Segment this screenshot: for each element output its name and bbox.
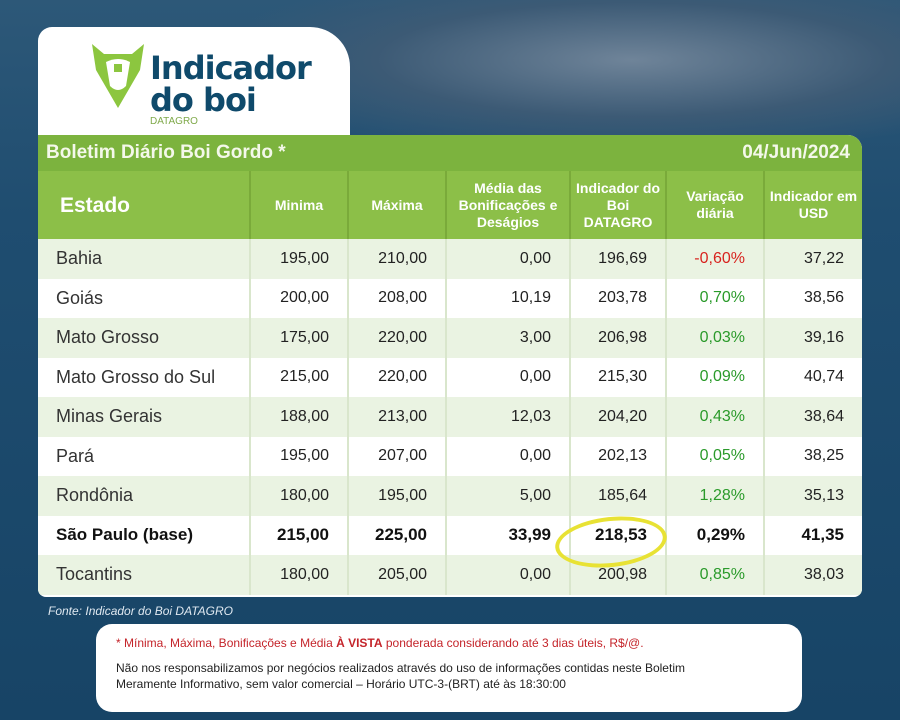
bulletin-table: Boletim Diário Boi Gordo * 04/Jun/2024 E… (38, 135, 862, 597)
cell-estado: Bahia (38, 239, 250, 279)
cell-media: 0,00 (445, 436, 570, 476)
logo-brand: DATAGRO (150, 116, 198, 127)
note-text: ponderada considerando até 3 dias úteis,… (382, 636, 644, 650)
cell-estado: Mato Grosso do Sul (56, 366, 216, 387)
cell-indicador: 185,64 (569, 476, 666, 516)
cell-min: 215,00 (249, 515, 348, 555)
cell-usd: 39,16 (763, 318, 862, 358)
source-note: Fonte: Indicador do Boi DATAGRO (48, 604, 233, 618)
cell-max: 213,00 (347, 397, 446, 437)
cell-min: 200,00 (249, 278, 348, 318)
cell-media: 3,00 (445, 318, 570, 358)
disclaimer-box: * Mínima, Máxima, Bonificações e Média À… (96, 624, 802, 712)
cell-variacao: 0,05% (665, 436, 764, 476)
table-row: São Paulo (base) 215,00 225,00 33,99 218,53 0… (38, 515, 862, 555)
cell-media: 10,19 (445, 278, 570, 318)
cell-indicador: 196,69 (569, 239, 666, 279)
cell-indicador: 202,13 (569, 436, 666, 476)
table-row: Pará 195,00 207,00 0,00 202,13 0,05% 38,25 (38, 436, 862, 476)
cell-max: 210,00 (347, 239, 446, 279)
cell-usd: 38,56 (763, 278, 862, 318)
cell-usd: 38,03 (763, 555, 862, 595)
table-row: Minas Gerais 188,00 213,00 12,03 204,20 0,43%… (38, 397, 862, 437)
column-header: Máxima (347, 171, 446, 239)
cell-estado: Minas Gerais (38, 397, 250, 437)
cell-indicador: 218,53 (569, 515, 666, 555)
cell-indicador: 215,30 (569, 357, 666, 397)
cell-min: 195,00 (249, 239, 348, 279)
cell-max: 225,00 (347, 515, 446, 555)
logo-text: Indicador (150, 49, 312, 87)
column-header: Indicador do Boi DATAGRO (569, 171, 666, 239)
cell-media: 0,00 (445, 555, 570, 595)
cell-media: 5,00 (445, 476, 570, 516)
cell-media: 0,00 (445, 357, 570, 397)
cell-min: 215,00 (249, 357, 348, 397)
table-row: Rondônia 180,00 195,00 5,00 185,64 1,28% 35,13 (38, 476, 862, 516)
table-row: Mato Grosso 175,00 220,00 3,00 206,98 0,03% 39… (38, 318, 862, 358)
note-text: * Mínima, Máxima, Bonificações e Média (116, 636, 337, 650)
column-header: Minima (249, 171, 348, 239)
cell-indicador: 200,98 (569, 555, 666, 595)
note-bold: À VISTA (336, 636, 383, 650)
cell-min: 180,00 (249, 476, 348, 516)
cell-variacao: 0,03% (665, 318, 764, 358)
cell-usd: 40,74 (763, 357, 862, 397)
cell-usd: 37,22 (763, 239, 862, 279)
cell-estado: Goiás (56, 287, 104, 308)
cell-media: 33,99 (445, 515, 570, 555)
column-header: Média das Bonificações e Deságios (445, 171, 570, 239)
cell-usd: 41,35 (763, 515, 862, 555)
cell-max: 208,00 (347, 278, 446, 318)
cell-variacao: 1,28% (665, 476, 764, 516)
disclaimer-asterisk: * Mínima, Máxima, Bonificações e Média À… (116, 636, 782, 650)
disclaimer-line: Não nos responsabilizamos por negócios r… (116, 661, 685, 675)
table-row: Mato Grosso do Sul 215,00 220,00 0,00 215,30… (38, 357, 862, 397)
cell-estado: Tocantins (38, 555, 250, 595)
cell-media: 0,00 (445, 239, 570, 279)
cell-indicador: 203,78 (569, 278, 666, 318)
cell-min: 180,00 (249, 555, 348, 595)
title-bar: Boletim Diário Boi Gordo * 04/Jun/2024 (38, 135, 862, 171)
cell-variacao: 0,29% (665, 515, 764, 555)
column-header: Variação diária (665, 171, 764, 239)
cell-estado: Rondônia (38, 476, 250, 516)
cell-media: 12,03 (445, 397, 570, 437)
column-header: Indicador em USD (763, 171, 862, 239)
cell-max: 195,00 (347, 476, 446, 516)
cell-max: 220,00 (347, 357, 446, 397)
cell-variacao: 0,85% (665, 555, 764, 595)
table-row: Tocantins 180,00 205,00 0,00 200,98 0,85% 38,0… (38, 555, 862, 595)
cell-variacao: 0,09% (665, 357, 764, 397)
cell-usd: 38,25 (763, 436, 862, 476)
bulletin-title: Boletim Diário Boi Gordo * (46, 142, 286, 163)
bull-head-icon (92, 44, 144, 108)
cell-variacao: 0,70% (665, 278, 764, 318)
cell-estado: Mato Grosso (38, 318, 250, 358)
cell-usd: 35,13 (763, 476, 862, 516)
cell-max: 207,00 (347, 436, 446, 476)
cell-estado: Pará (56, 445, 95, 466)
table-row: Goiás 200,00 208,00 10,19 203,78 0,70% 38,56 (38, 278, 862, 318)
disclaimer-line: Meramente Informativo, sem valor comerci… (116, 677, 566, 691)
cell-usd: 38,64 (763, 397, 862, 437)
logo: Indicador do boi DATAGRO (38, 27, 350, 139)
cell-min: 188,00 (249, 397, 348, 437)
cell-variacao: -0,60% (665, 239, 764, 279)
cell-min: 175,00 (249, 318, 348, 358)
cell-estado: São Paulo (base) (56, 525, 193, 545)
cell-max: 220,00 (347, 318, 446, 358)
cell-indicador: 206,98 (569, 318, 666, 358)
cell-indicador: 204,20 (569, 397, 666, 437)
cell-variacao: 0,43% (665, 397, 764, 437)
logo-text: do boi (150, 81, 257, 119)
table-row: Bahia 195,00 210,00 0,00 196,69 -0,60% 37,22 (38, 239, 862, 279)
bulletin-date: 04/Jun/2024 (742, 142, 850, 163)
cell-max: 205,00 (347, 555, 446, 595)
cell-min: 195,00 (249, 436, 348, 476)
column-header: Estado (38, 171, 250, 239)
